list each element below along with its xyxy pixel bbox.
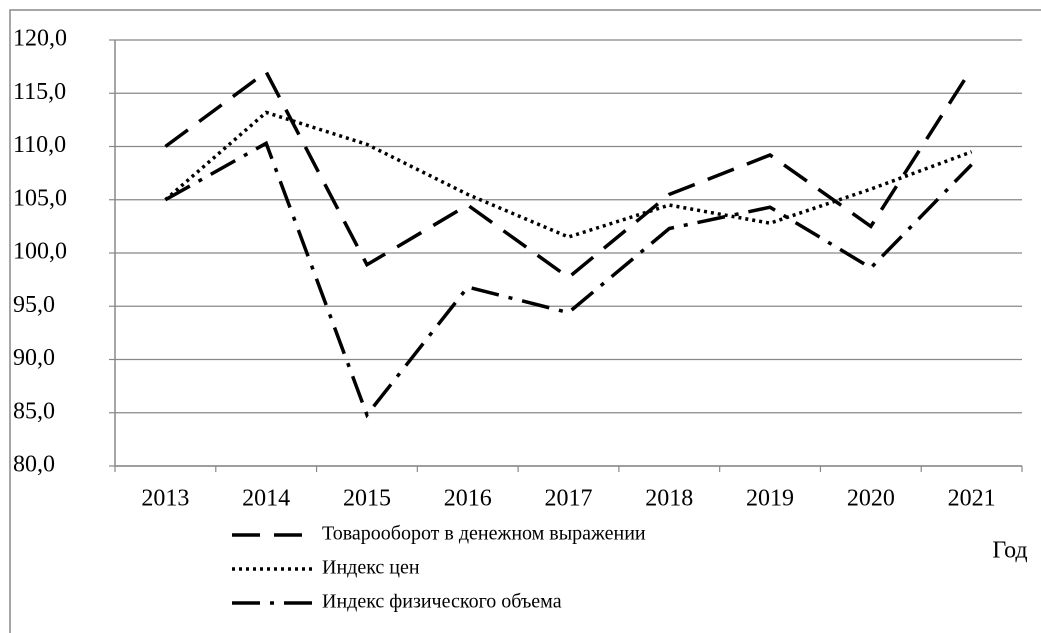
data-line: [164, 140, 973, 419]
x-tick-label: 2013: [141, 486, 189, 512]
data-line: [164, 110, 973, 239]
x-tick-label: 2017: [545, 486, 593, 512]
x-tick-label: 2020: [847, 486, 895, 512]
y-tick-label: 115,0: [13, 79, 66, 105]
data-line: [164, 67, 974, 280]
x-tick-label: 2018: [645, 486, 693, 512]
y-tick-label: 95,0: [13, 292, 55, 318]
y-tick-label: 80,0: [13, 452, 55, 478]
y-tick-label: 105,0: [13, 185, 67, 211]
x-tick-label: 2016: [444, 486, 492, 512]
x-tick-label: 2021: [948, 486, 996, 512]
x-tick-label: 2019: [746, 486, 794, 512]
y-tick-label: 100,0: [13, 239, 67, 265]
x-tick-label: 2014: [242, 486, 290, 512]
legend-label: Товарооборот в денежном выражении: [322, 523, 646, 545]
y-tick-label: 90,0: [13, 345, 55, 371]
y-tick-label: 120,0: [13, 26, 67, 52]
x-tick-label: 2015: [343, 486, 391, 512]
y-tick-label: 110,0: [13, 132, 66, 158]
y-tick-label: 85,0: [13, 398, 55, 424]
legend-label: Индекс цен: [322, 557, 420, 579]
legend-label: Индекс физического объема: [322, 591, 562, 613]
x-axis-label: Год: [992, 538, 1027, 564]
chart-frame: [9, 9, 1041, 633]
